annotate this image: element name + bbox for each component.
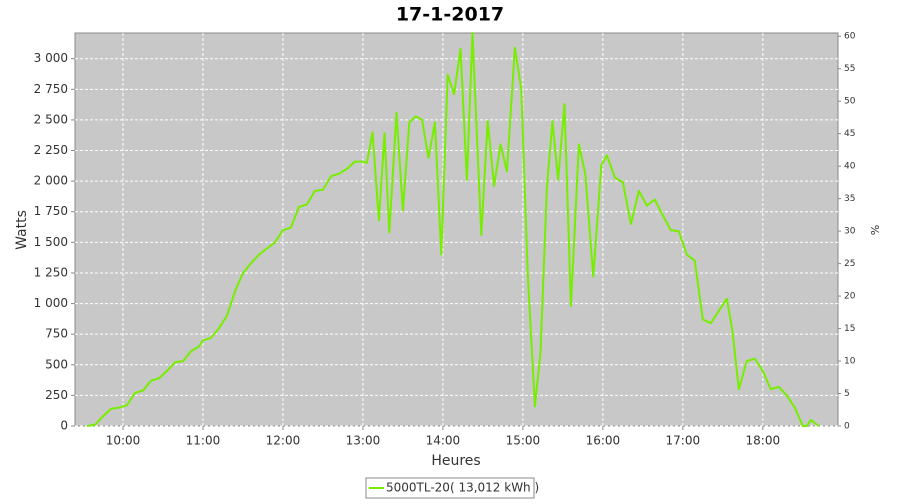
chart-title: 17-1-2017 xyxy=(396,4,504,26)
x-tick-label: 11:00 xyxy=(186,434,221,448)
y2-tick-label: 15 xyxy=(844,324,855,334)
y2-tick-label: 20 xyxy=(844,292,856,302)
y-tick-label: 2 500 xyxy=(34,112,68,126)
x-axis-label: Heures xyxy=(431,453,480,469)
y2-tick-label: 60 xyxy=(844,32,856,42)
x-tick-label: 14:00 xyxy=(426,434,461,448)
plot-area xyxy=(74,32,839,427)
y2-tick-label: 45 xyxy=(844,129,855,139)
x-tick-label: 18:00 xyxy=(746,434,781,448)
y-axis-label: Watts xyxy=(14,210,30,250)
x-tick-label: 12:00 xyxy=(266,434,301,448)
legend-label: 5000TL-20( 13,012 kWh ) xyxy=(386,481,539,495)
y2-axis-label: % xyxy=(868,225,881,235)
y-tick-label: 1 000 xyxy=(34,296,68,310)
y-tick-label: 2 750 xyxy=(34,82,68,96)
y-tick-label: 1 250 xyxy=(34,265,68,279)
x-tick-label: 13:00 xyxy=(346,434,381,448)
y2-tick-label: 40 xyxy=(844,162,856,172)
y-tick-label: 1 750 xyxy=(34,204,68,218)
x-tick-label: 15:00 xyxy=(506,434,541,448)
y2-tick-label: 55 xyxy=(844,64,855,74)
y2-tick-label: 25 xyxy=(844,259,855,269)
y-tick-label: 3 000 xyxy=(34,51,68,65)
x-tick-label: 17:00 xyxy=(666,434,701,448)
y2-tick-label: 5 xyxy=(844,389,850,399)
y-tick-label: 2 250 xyxy=(34,143,68,157)
y2-tick-label: 0 xyxy=(844,422,850,432)
y-tick-label: 1 500 xyxy=(34,235,68,249)
legend-box xyxy=(365,477,535,499)
y-tick-label: 750 xyxy=(45,327,68,341)
y-tick-label: 0 xyxy=(60,419,68,433)
y-tick-label: 500 xyxy=(45,357,68,371)
series-line xyxy=(86,32,820,427)
x-tick-label: 10:00 xyxy=(106,434,141,448)
y2-tick-label: 50 xyxy=(844,97,856,107)
y-tick-label: 2 000 xyxy=(34,174,68,188)
y2-tick-label: 35 xyxy=(844,194,855,204)
y2-tick-label: 10 xyxy=(844,357,856,367)
y-tick-label: 250 xyxy=(45,388,68,402)
x-tick-label: 16:00 xyxy=(586,434,621,448)
y2-tick-label: 30 xyxy=(844,227,856,237)
